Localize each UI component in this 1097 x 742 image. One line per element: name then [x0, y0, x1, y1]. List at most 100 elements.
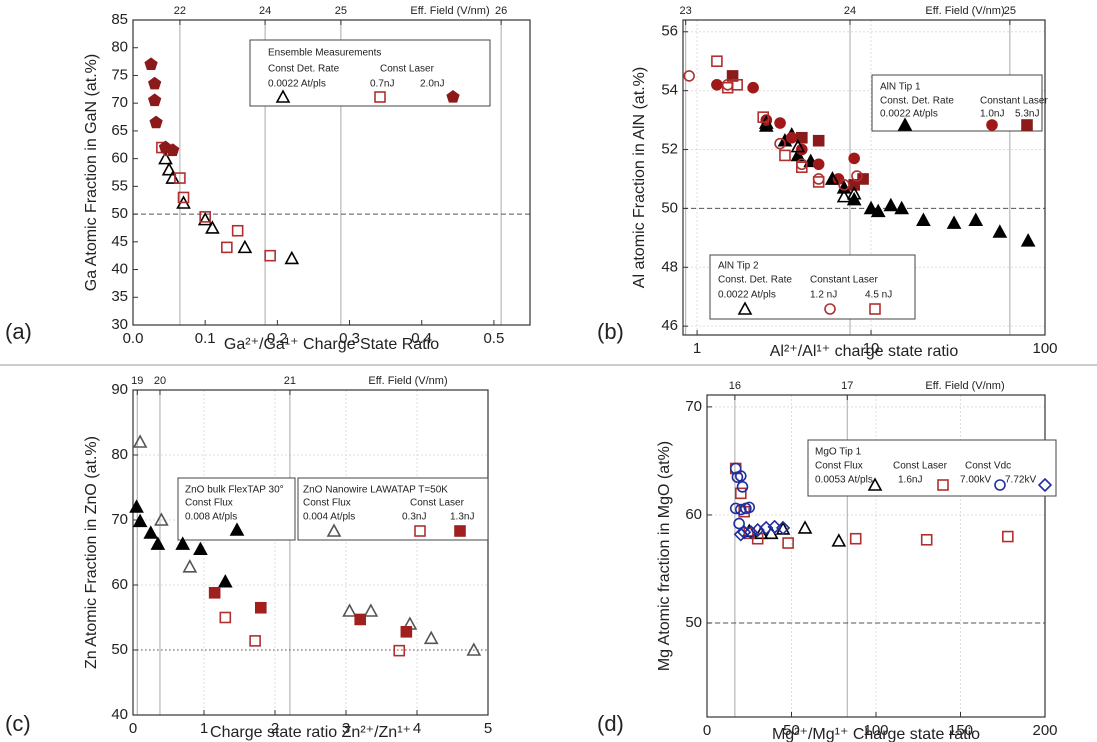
legend-box — [709, 254, 916, 320]
field-axis-label: Eff. Field (V/nm) — [925, 380, 1004, 392]
legend-entry: 0.0022 At/pls — [718, 290, 776, 301]
marker — [1020, 233, 1036, 247]
marker — [148, 93, 162, 107]
legend-entry: 7.00kV — [960, 475, 991, 486]
marker — [197, 211, 213, 226]
x-tick-label: 2 — [271, 720, 279, 737]
x-tick-label: 100 — [863, 722, 888, 739]
marker — [454, 525, 466, 537]
marker — [916, 212, 931, 226]
legend-title: Ensemble Measurements — [268, 48, 381, 59]
x-tick-label: 0.1 — [195, 330, 216, 347]
marker — [846, 186, 862, 200]
marker — [1037, 477, 1053, 493]
marker — [148, 76, 162, 90]
legend-entry: 1.6nJ — [898, 475, 922, 486]
marker — [736, 481, 749, 493]
marker — [747, 81, 759, 94]
marker — [848, 152, 860, 165]
marker — [711, 55, 723, 68]
marker — [733, 517, 745, 530]
y-tick-label: 80 — [111, 39, 128, 56]
y-tick-label: 45 — [111, 233, 128, 250]
legend-entry: 5.3nJ — [1015, 109, 1039, 120]
marker-body — [374, 91, 386, 103]
x-tick-label: 150 — [948, 722, 973, 739]
x-tick-label: 200 — [1032, 722, 1057, 739]
field-tick-label: 24 — [844, 5, 856, 17]
marker — [182, 559, 198, 573]
x-axis-title: Ga²⁺/Ga¹⁺ Charge State Ratio — [224, 336, 439, 353]
x-tick-label: 0 — [129, 720, 137, 737]
marker — [205, 220, 220, 234]
marker-body — [711, 55, 723, 68]
marker — [796, 161, 808, 173]
marker — [897, 117, 913, 131]
marker — [825, 171, 840, 185]
panel-label: (b) — [597, 319, 624, 344]
marker — [400, 625, 413, 638]
legend-header: Const Flux — [185, 498, 233, 509]
marker — [734, 487, 747, 500]
field-tick-label: 26 — [495, 5, 507, 17]
marker — [836, 188, 852, 203]
marker — [986, 119, 998, 131]
y-tick-label: 40 — [111, 261, 128, 278]
legend-header: Const. Det. Rate — [718, 275, 792, 286]
marker-body — [937, 479, 949, 491]
marker — [743, 501, 756, 514]
y-tick-label: 60 — [111, 150, 128, 167]
marker — [779, 149, 791, 162]
y-tick-label: 70 — [111, 94, 128, 111]
x-tick-label: 0.4 — [411, 330, 432, 347]
y-tick-label: 50 — [661, 199, 678, 216]
y-tick-label: 90 — [111, 381, 128, 398]
legend-box — [871, 74, 1043, 132]
marker-cross — [354, 614, 366, 625]
marker — [757, 111, 770, 123]
marker — [812, 134, 825, 147]
marker — [863, 200, 879, 215]
y-axis-title: Al atomic Fraction in AlN (at.%) — [631, 67, 648, 288]
marker — [219, 611, 232, 624]
marker-body — [249, 635, 261, 647]
marker — [946, 215, 962, 229]
legend-header: Const. Det. Rate — [880, 96, 954, 107]
marker — [193, 541, 208, 556]
marker-body — [920, 533, 933, 546]
y-axis-title: Zn Atomic Fraction in ZnO (at.%) — [83, 436, 100, 669]
marker — [790, 138, 806, 153]
legend-header: Const Laser — [380, 64, 435, 75]
legend-title: MgO Tip 1 — [815, 447, 862, 458]
marker-body — [1002, 530, 1014, 543]
marker — [774, 117, 786, 129]
legend-header: Const Flux — [815, 461, 863, 472]
y-tick-label: 35 — [111, 288, 128, 305]
marker — [161, 162, 177, 176]
y-axis-title: Mg Atomic fraction in MgO (at%) — [656, 441, 673, 671]
legend-header: Const Laser — [410, 498, 465, 509]
marker-body — [199, 211, 211, 223]
x-tick-label: 10 — [863, 340, 880, 357]
legend-entry: 1.3nJ — [450, 512, 474, 523]
marker — [446, 90, 460, 103]
legend-entry: 1.0nJ — [980, 109, 1004, 120]
field-tick-label: 19 — [131, 375, 143, 387]
field-tick-label: 25 — [1004, 5, 1016, 17]
marker — [797, 520, 813, 534]
x-tick-label: 4 — [413, 720, 421, 737]
marker-cross — [454, 525, 466, 537]
marker-body — [796, 161, 808, 173]
panel-label: (d) — [597, 711, 624, 736]
marker — [812, 158, 825, 171]
marker — [132, 434, 148, 448]
marker — [393, 644, 406, 657]
field-tick-label: 22 — [174, 5, 186, 17]
legend-header: Const Laser — [893, 461, 948, 472]
marker-body — [264, 249, 276, 262]
y-tick-label: 50 — [111, 205, 128, 222]
x-tick-label: 0.5 — [483, 330, 504, 347]
marker — [867, 477, 883, 491]
marker — [354, 613, 367, 626]
y-tick-label: 46 — [661, 317, 678, 334]
